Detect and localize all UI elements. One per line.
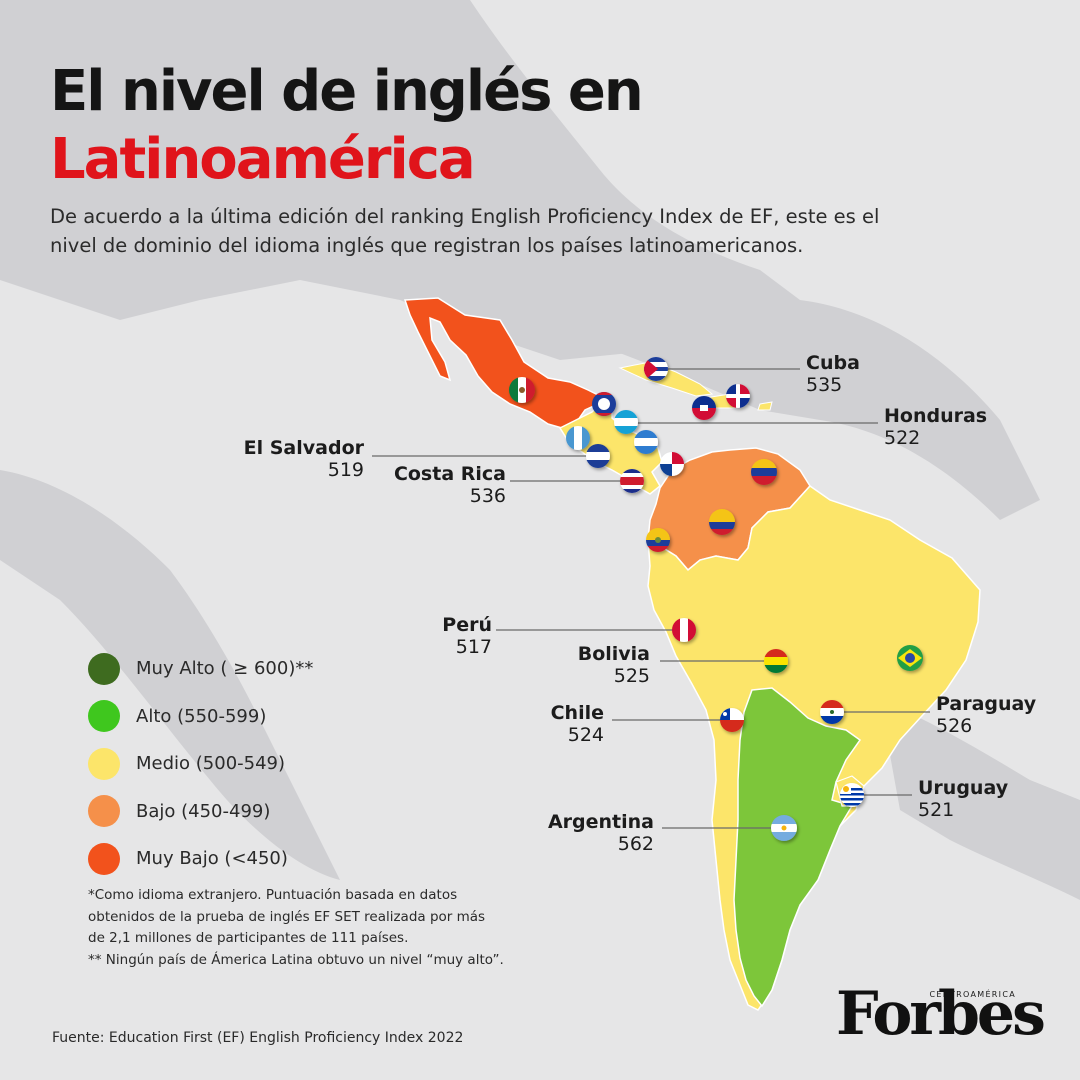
footnote-line: ** Ningún país de Ámerica Latina obtuvo … (88, 951, 504, 968)
legend-swatch (88, 700, 120, 733)
source-credit: Fuente: Education First (EF) English Pro… (52, 1030, 464, 1046)
logo-region: CENTROAMÉRICA (929, 990, 1016, 999)
ecuador-flag-icon (646, 528, 670, 552)
subtitle: De acuerdo a la última edición del ranki… (50, 205, 880, 257)
haiti-flag-icon (692, 396, 716, 420)
cuba-flag-icon (644, 357, 668, 381)
label-costa-rica: Costa Rica 536 (380, 463, 506, 507)
country-score: 524 (567, 724, 604, 746)
footnotes: *Como idioma extranjero. Puntuación basa… (88, 885, 558, 971)
country-name: Honduras (884, 405, 988, 427)
legend-swatch (88, 652, 120, 685)
country-score: 521 (918, 799, 955, 821)
footnote-line: *Como idioma extranjero. Puntuación basa… (88, 887, 458, 903)
el-salvador-flag-icon (586, 444, 610, 468)
country-name: Costa Rica (393, 463, 506, 485)
title-line-2: Latinoamérica (50, 127, 476, 192)
country-name: Argentina (547, 811, 654, 833)
country-name: Perú (442, 614, 492, 636)
label-peru: Perú 517 (420, 614, 492, 658)
legend-label: Muy Bajo (<450) (136, 848, 288, 870)
legend-item-alto: Alto (550-599) (88, 693, 313, 741)
argentina-flag-icon (771, 815, 797, 841)
footnote-line: de 2,1 millones de participantes de 111 … (88, 930, 409, 946)
guatemala-flag-icon (566, 426, 590, 450)
country-score: 519 (327, 459, 364, 481)
country-name: Paraguay (936, 693, 1037, 715)
chile-flag-icon (720, 708, 744, 732)
colombia-flag-icon (709, 509, 735, 535)
label-cuba: Cuba 535 (806, 352, 860, 396)
country-name: Uruguay (918, 777, 1009, 799)
legend-item-muy-alto: Muy Alto ( ≥ 600)** (88, 645, 313, 693)
label-argentina: Argentina 562 (530, 811, 654, 855)
peru-flag-icon (672, 618, 696, 642)
footnote-line: obtenidos de la prueba de inglés EF SET … (88, 908, 486, 925)
title-line-1: El nivel de inglés en (50, 59, 644, 124)
argentina-shape (733, 687, 862, 1008)
legend-item-bajo: Bajo (450-499) (88, 788, 313, 836)
legend-item-muy-bajo: Muy Bajo (<450) (88, 835, 313, 883)
mexico-flag-icon (509, 377, 535, 403)
venezuela-flag-icon (751, 459, 777, 485)
costa-rica-flag-icon (620, 469, 644, 493)
legend-label: Muy Alto ( ≥ 600)** (136, 658, 314, 680)
country-name: Chile (550, 702, 604, 724)
uruguay-flag-icon (840, 783, 864, 807)
country-score: 525 (613, 665, 650, 687)
legend-swatch (88, 842, 120, 875)
country-score: 535 (806, 374, 843, 396)
country-score: 526 (936, 715, 973, 737)
callout-lines (372, 368, 930, 829)
nicaragua-flag-icon (634, 430, 658, 454)
label-uruguay: Uruguay 521 (918, 777, 1008, 821)
legend-label: Alto (550-599) (136, 705, 267, 727)
label-el-salvador: El Salvador 519 (232, 437, 364, 481)
legend-item-medio: Medio (500-549) (88, 740, 313, 788)
country-score: 536 (469, 485, 506, 507)
country-name: El Salvador (243, 437, 364, 459)
country-score: 562 (617, 833, 654, 855)
mexico-shape (403, 297, 601, 429)
legend: Muy Alto ( ≥ 600)** Alto (550-599) Medio… (88, 645, 313, 883)
country-score: 517 (455, 636, 492, 658)
brazil-flag-icon (897, 645, 923, 671)
label-paraguay: Paraguay 526 (936, 693, 1036, 737)
background-landmass (0, 0, 1080, 900)
legend-label: Bajo (450-499) (136, 800, 271, 822)
forbes-logo: CENTROAMÉRICA Forbes (836, 984, 1050, 1050)
honduras-flag-icon (614, 410, 638, 434)
country-score: 522 (884, 427, 921, 449)
label-honduras: Honduras 522 (884, 405, 987, 449)
legend-swatch (88, 747, 120, 780)
panama-flag-icon (660, 452, 684, 476)
paraguay-flag-icon (820, 700, 844, 724)
belize-flag-icon (592, 392, 616, 416)
country-name: Bolivia (577, 643, 650, 665)
dominican-republic-flag-icon (726, 384, 750, 408)
legend-label: Medio (500-549) (136, 753, 286, 775)
label-bolivia: Bolivia 525 (560, 643, 650, 687)
bolivia-flag-icon (764, 649, 788, 673)
label-chile: Chile 524 (530, 702, 604, 746)
logo-wordmark: Forbes (836, 979, 1046, 1049)
legend-swatch (88, 795, 120, 828)
country-name: Cuba (806, 352, 860, 374)
